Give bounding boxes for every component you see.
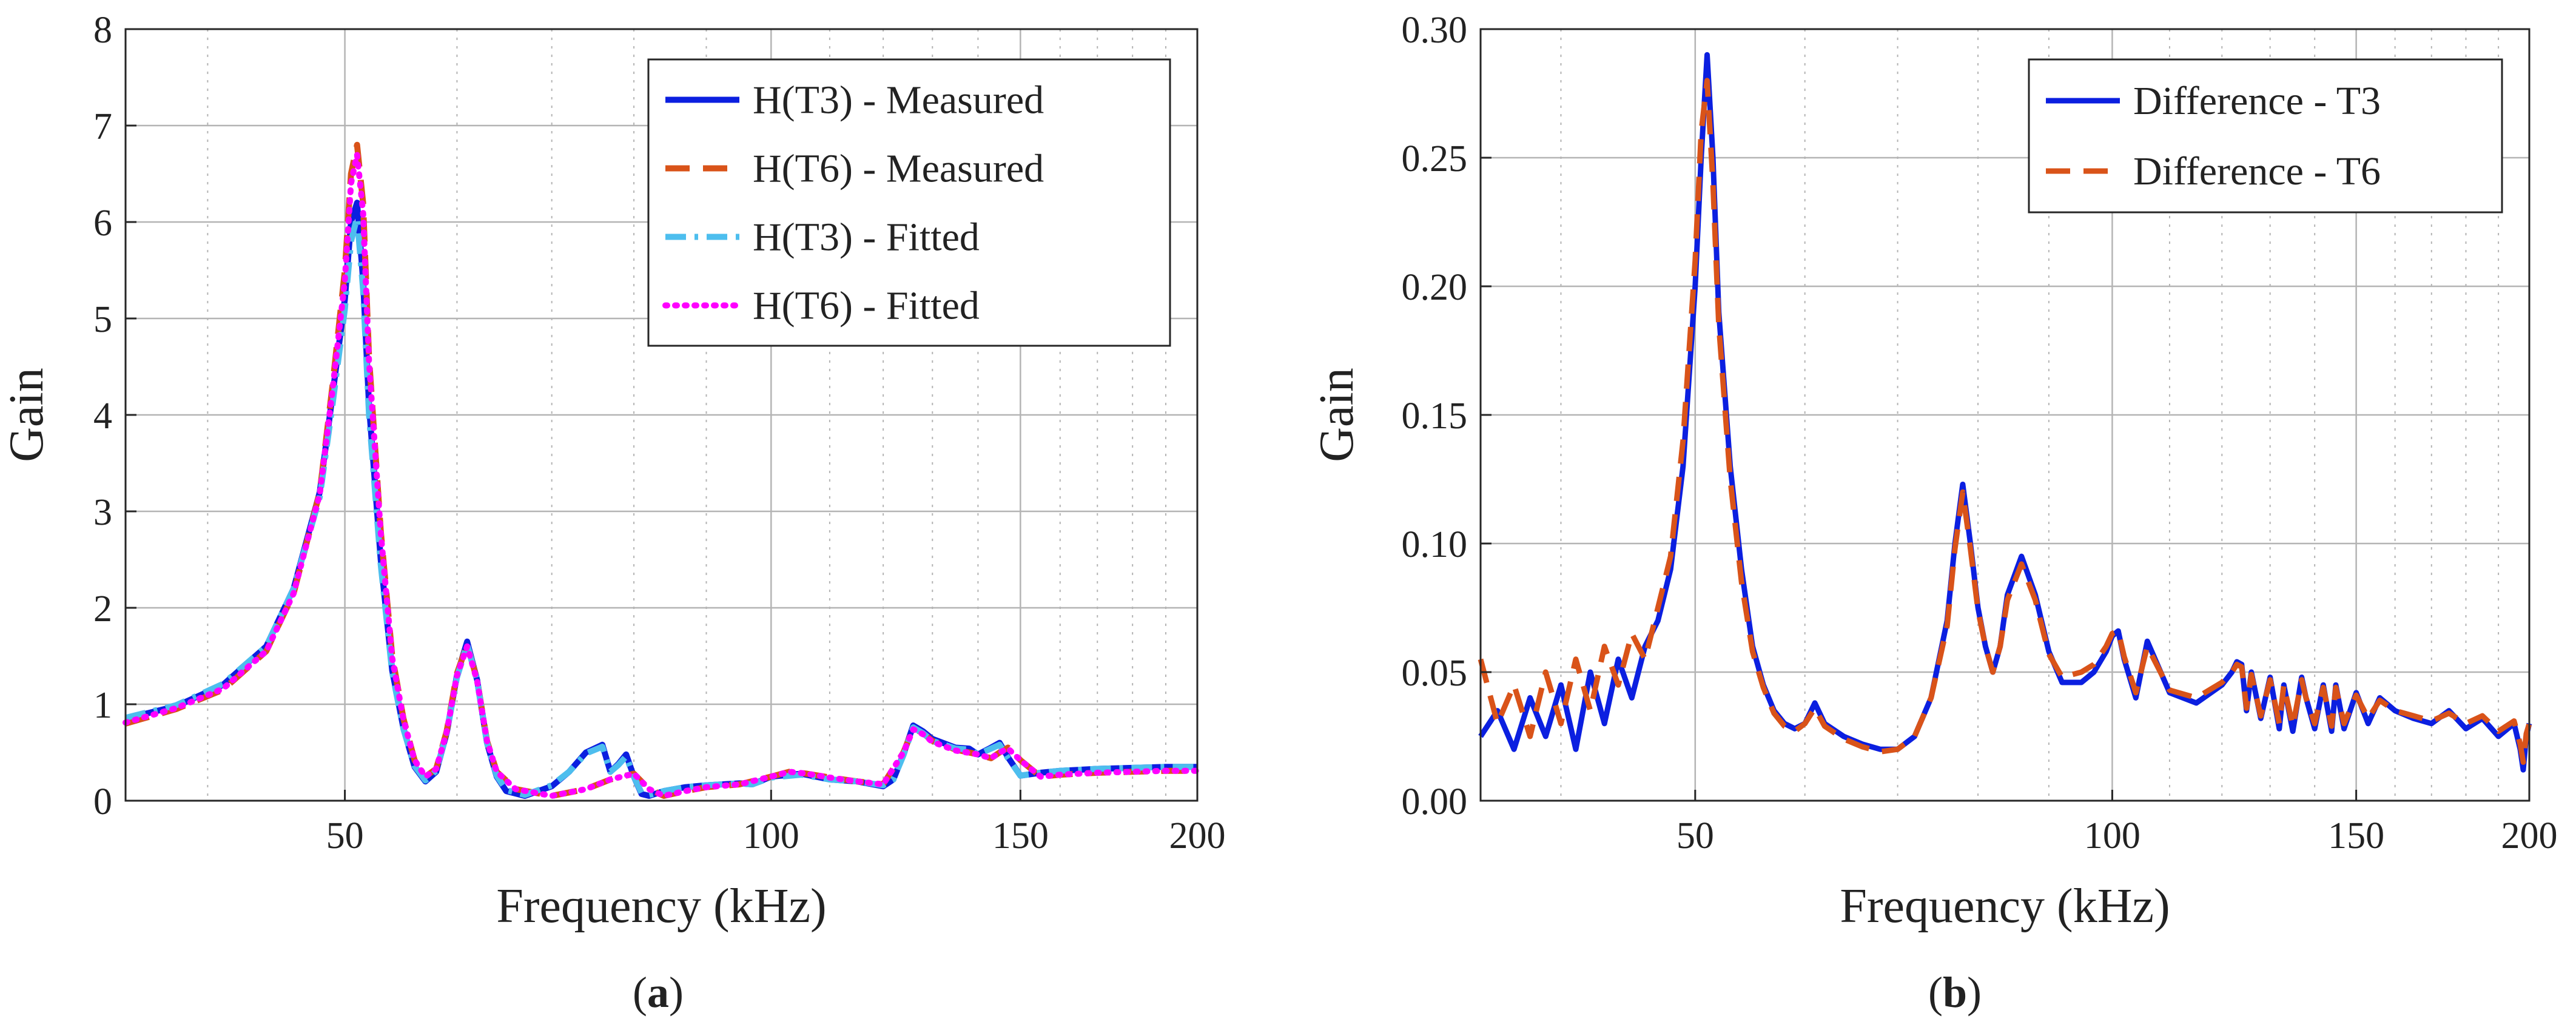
chart-a-x-axis-label: Frequency (kHz) xyxy=(496,880,826,933)
chart-b-x-tick-label: 150 xyxy=(2328,815,2384,857)
chart-a-y-tick-label: 4 xyxy=(93,396,112,437)
chart-a-y-tick-label: 7 xyxy=(93,106,112,147)
chart-b-x-tick-label: 200 xyxy=(2501,815,2558,857)
chart-b-x-tick-label: 100 xyxy=(2084,815,2141,857)
chart-b-x-axis-label: Frequency (kHz) xyxy=(1840,880,2170,933)
chart-b-y-tick-label: 0.05 xyxy=(1402,653,1468,694)
chart-panel-a: 50 100 150 200 0 1 2 3 4 5 6 7 8 Frequency (kHz) Gain H… xyxy=(0,10,1226,933)
chart-a-y-tick-label: 0 xyxy=(93,781,112,823)
chart-a-y-axis-label: Gain xyxy=(0,368,53,462)
chart-a-y-tick-label: 1 xyxy=(93,685,112,726)
chart-b-y-tick-label: 0.30 xyxy=(1402,10,1468,51)
caption-a: (a) xyxy=(633,968,684,1017)
chart-b-y-tick-label: 0.25 xyxy=(1402,138,1468,180)
chart-b-y-tick-label: 0.10 xyxy=(1402,524,1468,565)
chart-a-y-tick-label: 6 xyxy=(93,203,112,244)
chart-a-series-line-2 xyxy=(124,214,1197,798)
chart-b-y-tick-label: 0.00 xyxy=(1402,781,1468,823)
chart-b-x-tick-label: 50 xyxy=(1676,815,1714,857)
chart-b-y-axis-label: Gain xyxy=(1310,368,1364,462)
chart-b-y-tick-label: 0.15 xyxy=(1402,396,1468,437)
chart-a-x-tick-label: 50 xyxy=(326,815,364,857)
chart-a-legend-label-2: H(T3) - Fitted xyxy=(753,215,980,260)
chart-a-x-tick-label: 150 xyxy=(992,815,1049,857)
chart-b-legend-label-0: Difference - T3 xyxy=(2133,79,2381,123)
caption-b: (b) xyxy=(1928,968,1982,1017)
chart-a-series-line-3 xyxy=(123,151,1200,799)
chart-panel-b: 50 100 150 200 0.00 0.05 0.10 0.15 0.20 0.25 0.30 F… xyxy=(1310,10,2558,933)
chart-a-legend-label-1: H(T6) - Measured xyxy=(753,147,1044,191)
chart-b-y-tick-label: 0.20 xyxy=(1402,267,1468,308)
chart-a-x-tick-label: 200 xyxy=(1169,815,1226,857)
chart-a-y-tick-label: 3 xyxy=(93,492,112,533)
chart-a-y-tick-label: 8 xyxy=(93,10,112,51)
chart-b-legend-label-1: Difference - T6 xyxy=(2133,149,2381,194)
chart-b-series-line-1 xyxy=(1478,78,2532,765)
chart-a-y-tick-label: 5 xyxy=(93,299,112,340)
chart-a-legend-label-0: H(T3) - Measured xyxy=(753,78,1044,123)
chart-a-legend-label-3: H(T6) - Fitted xyxy=(753,284,980,328)
chart-a-y-tick-label: 2 xyxy=(93,588,112,630)
chart-a-legend-box xyxy=(647,58,1171,347)
chart-b-legend-box xyxy=(2028,58,2503,214)
chart-a-x-tick-label: 100 xyxy=(743,815,799,857)
